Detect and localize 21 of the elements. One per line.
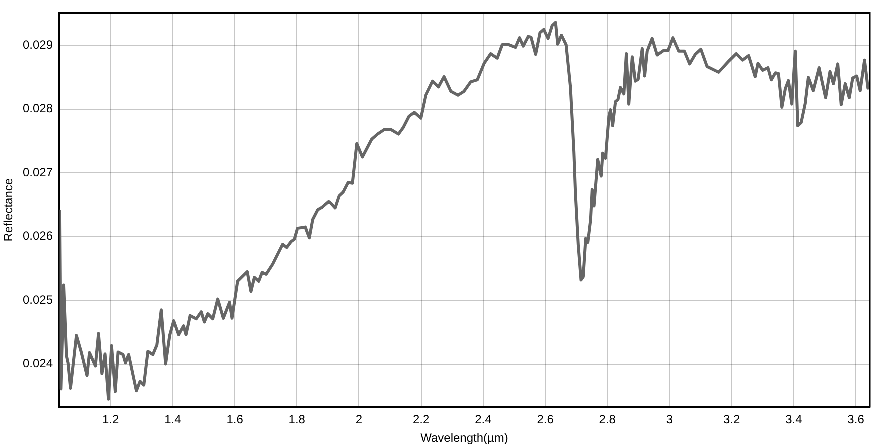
x-axis-title: Wavelength(µm) xyxy=(420,431,508,446)
y-tick-label: 0.026 xyxy=(22,229,54,244)
x-tick-label: 3.6 xyxy=(848,412,865,427)
y-axis-title: Reflectance xyxy=(2,178,16,242)
x-tick-label: 2.2 xyxy=(413,412,430,427)
x-tick-label: 2.4 xyxy=(475,412,492,427)
x-tick-label: 1.8 xyxy=(288,412,306,427)
y-tick-label: 0.027 xyxy=(22,165,54,180)
x-tick-label: 2 xyxy=(356,412,363,427)
y-tick-label: 0.024 xyxy=(22,356,54,371)
x-tick-label: 2.6 xyxy=(537,412,554,427)
y-tick-label: 0.025 xyxy=(22,292,54,307)
x-tick-label: 1.2 xyxy=(102,412,120,427)
x-tick-label: 1.4 xyxy=(164,412,182,427)
y-tick-label: 0.028 xyxy=(22,102,54,116)
x-tick-label: 2.8 xyxy=(599,412,616,427)
y-tick-label: 0.029 xyxy=(22,38,54,52)
x-tick-label: 1.6 xyxy=(226,412,244,427)
x-tick-label: 3.2 xyxy=(723,412,740,427)
x-tick-label: 3.4 xyxy=(786,412,803,427)
x-tick-label: 3 xyxy=(666,412,674,427)
